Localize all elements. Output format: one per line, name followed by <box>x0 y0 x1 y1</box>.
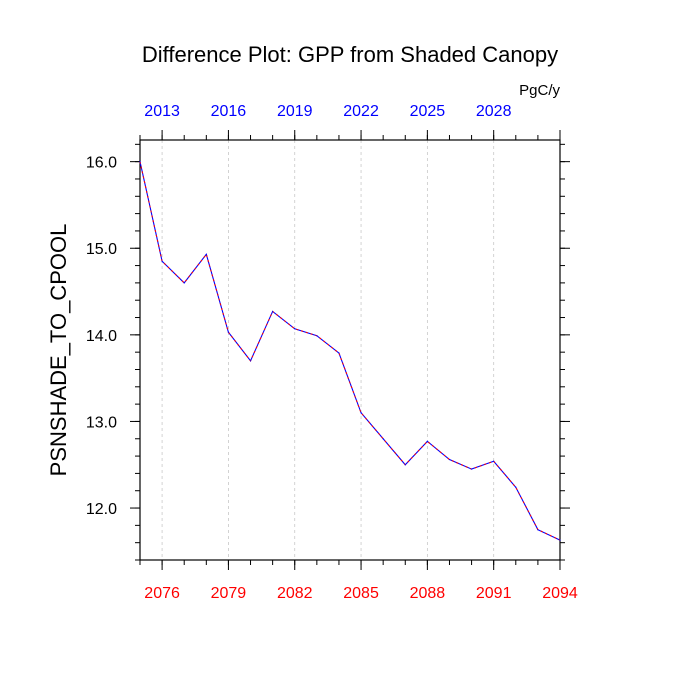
data-point <box>316 335 318 337</box>
top-tick-label: 2028 <box>476 103 512 120</box>
top-axis-labels: 2013 2016 2019 2022 2025 2028 <box>144 103 511 120</box>
top-tick-label: 2025 <box>410 103 446 120</box>
top-tick-label: 2013 <box>144 103 180 120</box>
data-point <box>272 310 274 313</box>
y-tick-label: 16.0 <box>86 155 117 172</box>
top-tick-label: 2016 <box>211 103 247 120</box>
y-axis-label: PSNSHADE_TO_CPOOL <box>46 224 71 477</box>
data-series <box>139 161 561 541</box>
data-point <box>426 440 428 442</box>
x-tick-label: 2091 <box>476 585 512 602</box>
bottom-axis-labels: 2076 2079 2082 2085 2088 2091 2094 <box>144 585 578 602</box>
y-tick-label: 15.0 <box>86 241 117 258</box>
data-point <box>139 161 141 163</box>
grid-lines <box>161 140 495 560</box>
data-point <box>537 529 539 531</box>
series-line <box>139 161 561 541</box>
series-line-dash <box>139 161 561 541</box>
top-tick-label: 2022 <box>343 103 379 120</box>
y-tick-label: 14.0 <box>86 328 117 345</box>
data-point <box>338 352 340 354</box>
chart-title: Difference Plot: GPP from Shaded Canopy <box>142 42 558 67</box>
x-tick-label: 2079 <box>211 585 247 602</box>
data-point <box>382 438 384 440</box>
data-point <box>470 468 473 470</box>
data-point <box>249 360 252 362</box>
x-tick-label: 2076 <box>144 585 180 602</box>
x-tick-label: 2085 <box>343 585 379 602</box>
x-tick-label: 2082 <box>277 585 313 602</box>
y-tick-labels: 12.0 13.0 14.0 15.0 16.0 <box>86 155 117 518</box>
y-tick-label: 12.0 <box>86 501 117 518</box>
plot-frame <box>139 139 561 561</box>
units-label: PgC/y <box>519 82 560 99</box>
minor-ticks <box>135 135 565 565</box>
data-point <box>205 253 207 255</box>
major-ticks <box>130 130 570 570</box>
x-tick-label: 2094 <box>542 585 578 602</box>
data-point <box>448 458 451 461</box>
data-point <box>360 412 362 414</box>
y-tick-label: 13.0 <box>86 414 117 431</box>
data-point <box>161 260 163 262</box>
data-point <box>294 328 296 330</box>
data-point <box>183 282 185 284</box>
data-point <box>404 464 406 466</box>
data-point <box>559 539 561 541</box>
data-point <box>227 331 230 333</box>
data-point <box>493 460 495 462</box>
data-point <box>515 486 517 488</box>
x-tick-label: 2088 <box>410 585 446 602</box>
top-tick-label: 2019 <box>277 103 313 120</box>
